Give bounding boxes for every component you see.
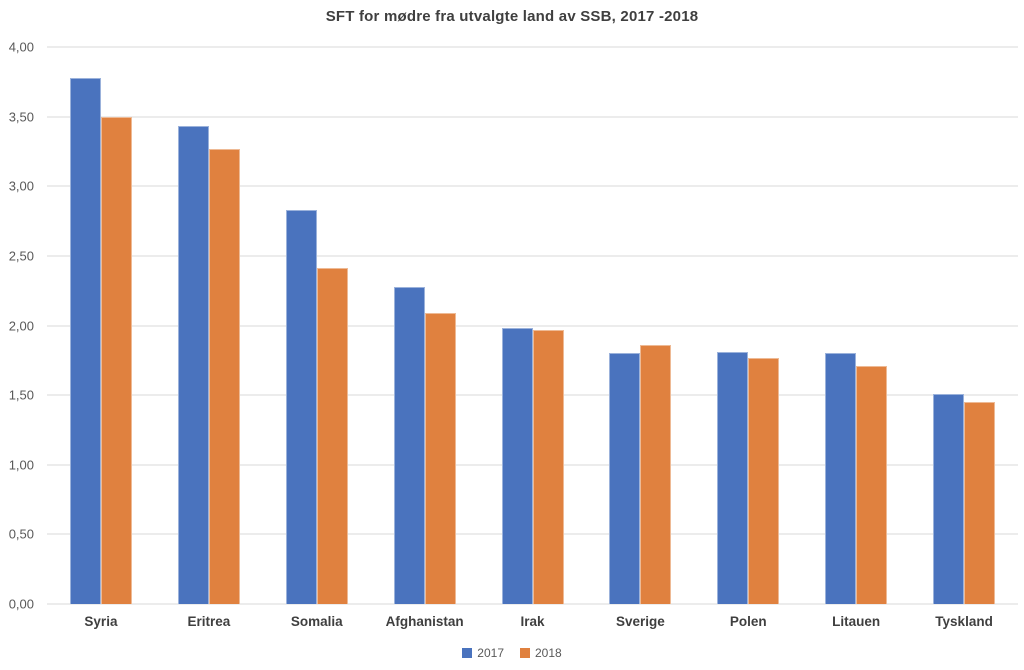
legend-label-2018: 2018: [535, 646, 562, 660]
bar-2018-somalia: [316, 268, 348, 604]
x-label-sverige: Sverige: [616, 614, 665, 629]
gridline: [47, 116, 1018, 118]
y-tick-label: 0,50: [8, 526, 34, 542]
gridline: [47, 46, 1018, 48]
y-tick-label: 1,00: [8, 457, 34, 473]
y-tick-label: 1,50: [8, 387, 34, 403]
bar-group-litauen: [802, 47, 910, 604]
legend-item-2017: 2017: [462, 646, 504, 660]
bar-2018-litauen: [856, 365, 888, 604]
gridline: [47, 603, 1018, 605]
legend-label-2017: 2017: [477, 646, 504, 660]
x-label-polen: Polen: [729, 614, 767, 629]
y-tick-label: 0,00: [8, 596, 34, 612]
bar-group-polen: [694, 47, 802, 604]
bar-group-irak: [479, 47, 587, 604]
bar-2018-syria: [100, 116, 132, 604]
gridline: [47, 255, 1018, 257]
legend-swatch-2017: [462, 648, 473, 658]
y-axis: 0,00 0,50 1,00 1,50 2,00 2,50 3,00 3,50 4,00: [0, 40, 40, 612]
bar-group-eritrea: [155, 47, 263, 604]
bar-groups: [47, 47, 1018, 604]
bar-2017-tyskland: [933, 393, 965, 604]
bar-2017-litauen: [825, 353, 857, 604]
bar-group-afghanistan: [371, 47, 479, 604]
bar-group-sverige: [586, 47, 694, 604]
x-label-tyskland: Tyskland: [935, 614, 993, 629]
gridline: [47, 185, 1018, 187]
bar-2018-polen: [748, 357, 780, 604]
x-label-litauen: Litauen: [832, 614, 881, 629]
y-tick-label: 2,00: [8, 318, 34, 333]
plot-area: [47, 46, 1018, 605]
bar-2017-sverige: [609, 353, 641, 604]
y-tick-label: 2,50: [8, 248, 34, 264]
bar-group-somalia: [263, 47, 371, 604]
y-tick-label: 3,00: [8, 178, 34, 194]
x-label-afghanistan: Afghanistan: [385, 614, 464, 629]
bar-2017-polen: [717, 351, 749, 604]
bar-2018-tyskland: [964, 402, 996, 604]
bar-2017-somalia: [285, 209, 317, 604]
bar-2017-eritrea: [177, 126, 209, 604]
x-label-syria: Syria: [84, 614, 118, 629]
bar-2017-afghanistan: [393, 286, 425, 604]
legend-item-2018: 2018: [520, 646, 562, 660]
chart-title: SFT for mødre fra utvalgte land av SSB, …: [325, 8, 699, 25]
bar-2018-eritrea: [208, 148, 240, 604]
y-tick-label: 4,00: [8, 39, 34, 55]
bar-group-syria: [47, 47, 155, 604]
bar-2018-sverige: [640, 345, 672, 604]
bar-2018-afghanistan: [424, 312, 456, 604]
x-label-irak: Irak: [520, 614, 545, 629]
bar-2017-irak: [501, 328, 533, 604]
gridline: [47, 325, 1018, 326]
bar-2017-syria: [69, 77, 101, 604]
x-label-eritrea: Eritrea: [187, 614, 231, 629]
legend: 2017 2018: [0, 646, 1024, 660]
x-label-somalia: Somalia: [290, 614, 343, 629]
bar-group-tyskland: [910, 47, 1018, 604]
legend-swatch-2018: [520, 648, 530, 658]
x-axis: Syria Eritrea Somalia Afghanistan Irak Sverig…: [47, 614, 1018, 629]
y-tick-label: 3,50: [8, 109, 34, 125]
bar-2018-irak: [532, 329, 564, 604]
